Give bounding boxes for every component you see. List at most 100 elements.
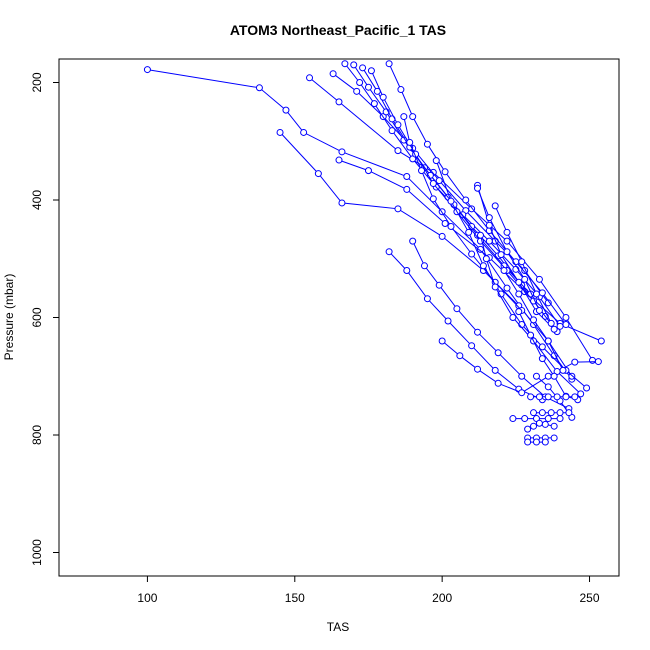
series-line <box>388 63 567 325</box>
data-point <box>418 167 426 175</box>
data-point <box>500 267 508 274</box>
data-point <box>544 337 552 345</box>
series-line <box>388 251 543 401</box>
data-point <box>394 205 402 213</box>
y-axis: 200 400 600 800 1000 <box>30 72 59 566</box>
data-point <box>476 245 484 253</box>
data-point <box>423 295 431 303</box>
data-point <box>474 328 482 336</box>
data-point <box>532 372 540 380</box>
data-point <box>468 342 476 350</box>
data-point <box>491 366 499 374</box>
series-27 <box>530 409 573 417</box>
data-point <box>453 305 461 313</box>
data-point <box>364 83 372 91</box>
data-point <box>547 319 555 327</box>
data-point <box>409 113 417 121</box>
data-point <box>544 372 552 380</box>
data-point <box>385 248 393 256</box>
series-26 <box>524 438 549 446</box>
data-point <box>403 173 411 180</box>
data-point <box>538 355 546 363</box>
data-point <box>438 232 446 240</box>
data-point <box>388 127 396 135</box>
y-axis-label: Pressure (mbar) <box>2 274 16 361</box>
data-point <box>441 168 449 176</box>
data-point <box>441 220 449 227</box>
data-point <box>503 237 511 245</box>
data-point <box>353 87 361 95</box>
data-point <box>370 100 378 108</box>
data-point <box>538 409 546 417</box>
data-point <box>479 262 487 270</box>
data-point <box>518 389 526 397</box>
data-point <box>538 343 546 351</box>
x-tick-label: 100 <box>137 591 157 605</box>
data-point <box>515 308 523 316</box>
data-point <box>544 415 552 423</box>
data-point <box>515 290 523 298</box>
series-22 <box>491 202 555 327</box>
data-point <box>350 61 358 69</box>
x-tick-label: 250 <box>580 591 600 605</box>
data-point <box>338 199 346 207</box>
data-point <box>518 372 526 380</box>
data-point <box>532 438 540 446</box>
series-3 <box>306 74 596 364</box>
data-point <box>535 306 543 314</box>
data-point <box>367 67 375 75</box>
data-point <box>527 331 535 339</box>
data-point <box>400 113 408 121</box>
y-tick-label: 200 <box>30 72 44 92</box>
data-point <box>456 352 464 360</box>
data-point <box>503 248 511 256</box>
data-point <box>515 278 523 286</box>
data-point <box>544 393 552 401</box>
plot-area <box>143 60 605 446</box>
data-point <box>562 393 570 401</box>
data-point <box>571 393 579 401</box>
data-point <box>494 349 502 357</box>
series-1 <box>143 66 576 383</box>
y-tick-label: 600 <box>30 307 44 327</box>
data-point <box>597 337 605 345</box>
series-19 <box>500 267 567 374</box>
data-point <box>276 128 284 136</box>
data-point <box>571 358 579 366</box>
x-axis-label: TAS <box>327 620 349 634</box>
data-point <box>444 317 452 325</box>
data-point <box>435 177 443 185</box>
data-point <box>485 214 493 222</box>
series-line <box>147 69 573 380</box>
data-point <box>385 60 393 68</box>
data-point <box>356 79 364 86</box>
data-point <box>562 321 570 329</box>
data-point <box>556 415 564 423</box>
series-28 <box>524 419 558 433</box>
data-point <box>403 185 411 193</box>
data-point <box>335 98 343 106</box>
data-point <box>485 221 493 229</box>
data-point <box>494 379 502 387</box>
series-24 <box>527 393 579 401</box>
data-point <box>556 409 564 417</box>
data-point <box>550 434 558 442</box>
data-point <box>544 383 552 391</box>
data-point <box>341 60 349 68</box>
data-point <box>364 167 372 175</box>
data-point <box>282 106 290 114</box>
data-point <box>530 422 538 430</box>
data-point <box>503 228 511 236</box>
data-point <box>550 372 558 380</box>
data-point <box>306 74 314 82</box>
data-point <box>532 290 540 298</box>
y-tick-label: 800 <box>30 425 44 445</box>
data-point <box>359 64 367 72</box>
series-23 <box>509 415 564 423</box>
data-point <box>530 409 538 417</box>
data-point <box>559 366 567 374</box>
data-point <box>497 251 505 259</box>
data-point <box>397 86 405 94</box>
data-point <box>588 356 596 364</box>
